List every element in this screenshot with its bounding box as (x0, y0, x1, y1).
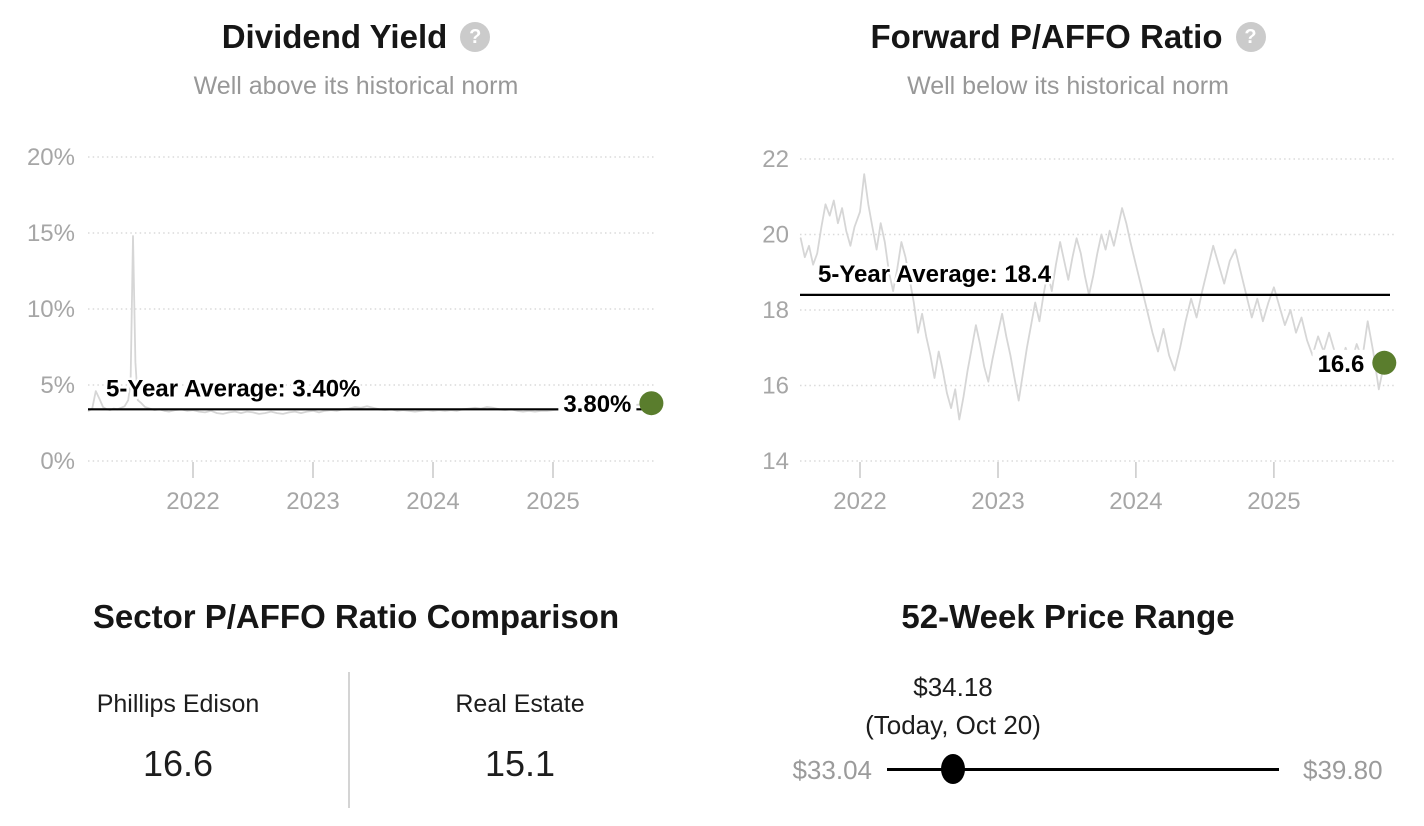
forward-paffo-header: Forward P/AFFO Ratio ? (712, 14, 1424, 60)
x-axis-tick-label: 2023 (971, 488, 1024, 515)
y-axis-tick-label: 15% (27, 220, 75, 247)
current-price-label: $34.18 (913, 672, 993, 702)
column-label: Phillips Edison (96, 690, 260, 718)
average-line-label: 5-Year Average: 3.40% (106, 375, 360, 402)
column-divider (348, 672, 350, 808)
x-axis-tick-label: 2025 (526, 488, 579, 515)
range-max-label: $39.80 (1303, 755, 1383, 785)
dividend-yield-panel: Dividend Yield ? Well above its historic… (0, 0, 712, 560)
current-value-dot (639, 391, 664, 416)
average-line-label: 5-Year Average: 18.4 (818, 261, 1052, 288)
column-value: 15.1 (484, 743, 556, 784)
x-axis-tick-label: 2022 (166, 488, 219, 515)
y-axis-tick-label: 14 (762, 448, 789, 475)
y-axis-tick-label: 0% (40, 448, 75, 475)
label-backdrop (558, 390, 637, 420)
x-axis-tick-label: 2022 (833, 488, 886, 515)
column-label: Real Estate (455, 690, 585, 718)
y-axis-tick-label: 20% (27, 144, 75, 171)
sector-comparison-panel: Sector P/AFFO Ratio Comparison Phillips … (0, 560, 712, 826)
current-value-label: 16.6 (1318, 351, 1365, 378)
price-indicator-dot (941, 754, 965, 784)
x-axis-tick-label: 2024 (1109, 488, 1162, 515)
chart-title: Forward P/AFFO Ratio (870, 18, 1223, 55)
help-icon[interactable]: ? (1235, 22, 1266, 52)
forward-paffo-panel: Forward P/AFFO Ratio ? Well below its hi… (712, 0, 1424, 560)
history-line (799, 173, 1386, 421)
label-backdrop (1312, 349, 1370, 379)
help-icon[interactable]: ? (460, 22, 491, 52)
column-value: 16.6 (142, 743, 214, 784)
current-value-label: 3.80% (563, 391, 631, 418)
price-range-panel: 52-Week Price Range $34.18 (Today, Oct 2… (712, 560, 1424, 826)
range-min-label: $33.04 (792, 755, 872, 785)
y-axis-tick-label: 18 (762, 297, 789, 324)
x-axis-tick-label: 2024 (406, 488, 459, 515)
chart-subtitle: Well below its historical norm (907, 72, 1229, 100)
panel-title: 52-Week Price Range (901, 598, 1235, 635)
panel-title: Sector P/AFFO Ratio Comparison (92, 598, 620, 635)
y-axis-tick-label: 16 (762, 373, 789, 400)
current-value-dot (1372, 350, 1397, 375)
dividend-yield-chart: 20% 15% 10% 5% 0% 2022 2023 2024 2025 5-Year Aver… (27, 144, 664, 515)
current-price-date: (Today, Oct 20) (865, 710, 1041, 740)
y-axis-tick-label: 5% (40, 372, 75, 399)
chart-title: Dividend Yield (221, 18, 448, 55)
dividend-yield-header: Dividend Yield ? (0, 14, 712, 60)
y-axis-tick-label: 20 (762, 222, 789, 249)
y-axis-tick-label: 10% (27, 296, 75, 323)
forward-paffo-chart: 22 20 18 16 14 2022 2023 2024 2025 5-Year Average… (762, 146, 1397, 515)
x-axis-tick-label: 2025 (1247, 488, 1300, 515)
chart-subtitle: Well above its historical norm (193, 72, 519, 100)
x-axis-tick-label: 2023 (286, 488, 339, 515)
y-axis-tick-label: 22 (762, 146, 789, 173)
price-range-track (887, 768, 1279, 771)
